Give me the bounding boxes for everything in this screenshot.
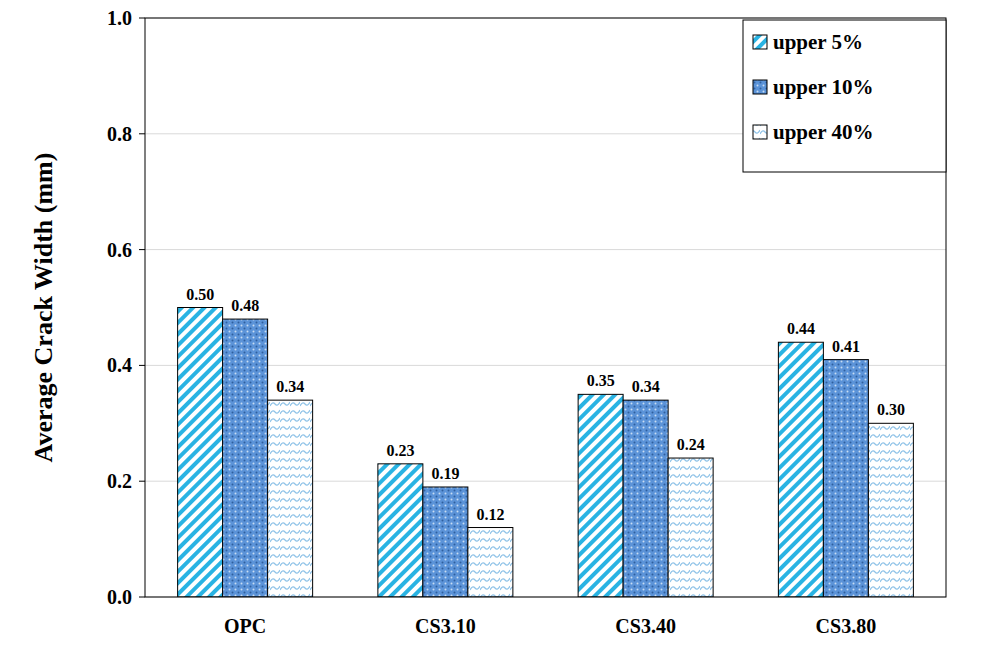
grid-line: [145, 249, 946, 250]
tick-label: 0.0: [107, 586, 132, 608]
tick: [139, 249, 145, 250]
category-label: OPC: [224, 615, 266, 637]
bar: [378, 464, 423, 597]
tick: [139, 365, 145, 366]
y-axis-label: Average Crack Width (mm): [29, 153, 58, 463]
data-label: 0.34: [632, 378, 660, 395]
bar: [423, 487, 468, 597]
tick: [139, 18, 145, 19]
legend-label: upper 40%: [773, 120, 874, 144]
data-label: 0.12: [476, 506, 504, 523]
frame: [145, 18, 946, 597]
data-label: 0.24: [677, 436, 705, 453]
data-label: 0.44: [787, 320, 815, 337]
data-labels: 0.50 0.23 0.35 0.44 0.48 0.19 0.34 0.41 0.34 0.12…: [186, 286, 905, 523]
tick: [139, 133, 145, 134]
category-label: CS3.10: [415, 615, 476, 637]
legend-box: [743, 20, 946, 172]
legend-swatch: [753, 80, 767, 94]
bar: [223, 319, 268, 597]
bar: [578, 394, 623, 597]
tick: [139, 481, 145, 482]
data-label: 0.19: [431, 465, 459, 482]
bar: [178, 308, 223, 598]
bars: [178, 308, 914, 598]
legend-swatch: [753, 125, 767, 139]
data-label: 0.48: [231, 297, 259, 314]
data-label: 0.30: [877, 401, 905, 418]
tick: [139, 597, 145, 598]
category-label: CS3.40: [615, 615, 676, 637]
bar: [823, 360, 868, 597]
bar: [268, 400, 313, 597]
legend: upper 5% upper 10% upper 40%: [743, 20, 946, 172]
tick-label: 0.2: [107, 470, 132, 492]
data-label: 0.35: [587, 372, 615, 389]
chart: 0.00.20.40.60.81.00.500.230.350.440.480.…: [0, 0, 994, 650]
data-label: 0.50: [186, 286, 214, 303]
tick-label: 1.0: [107, 7, 132, 29]
data-label: 0.23: [386, 442, 414, 459]
bar: [778, 342, 823, 597]
tick-label: 0.4: [107, 354, 132, 376]
legend-swatch: [753, 35, 767, 49]
data-label: 0.34: [276, 378, 304, 395]
data-label: 0.41: [832, 338, 860, 355]
tick-label: 0.6: [107, 239, 132, 261]
bar: [668, 458, 713, 597]
legend-label: upper 10%: [773, 75, 874, 99]
bar: [868, 423, 913, 597]
tick-label: 0.8: [107, 123, 132, 145]
bar: [468, 528, 513, 597]
category-label: CS3.80: [816, 615, 877, 637]
legend-label: upper 5%: [773, 30, 863, 54]
bar: [623, 400, 668, 597]
